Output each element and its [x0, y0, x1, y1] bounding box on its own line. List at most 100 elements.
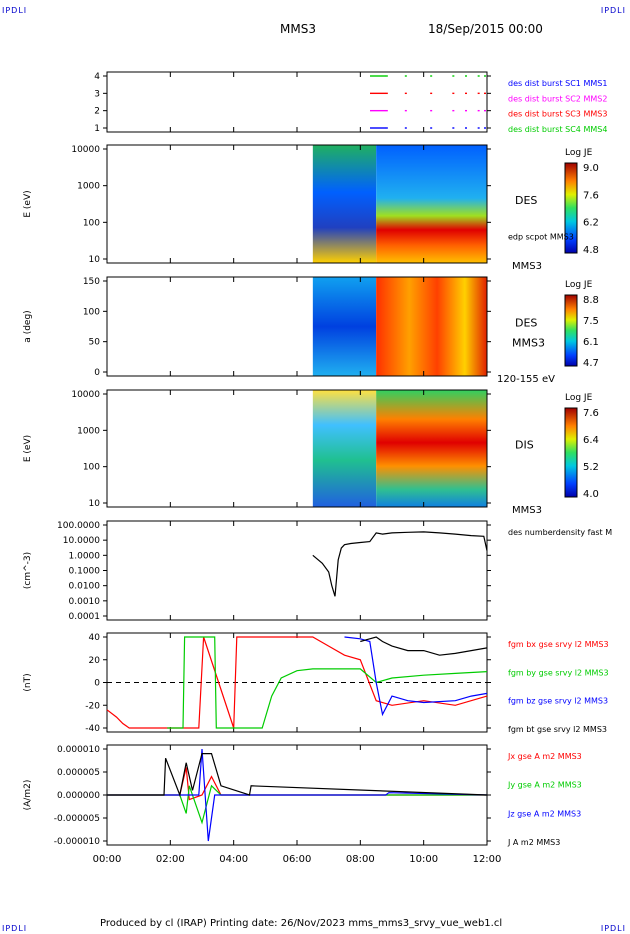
spectrogram-late-block	[376, 145, 487, 263]
burst-tick-label: 4	[94, 72, 100, 82]
burst-mark	[404, 92, 407, 95]
time-tick-label: 08:00	[346, 854, 375, 865]
burst-mark	[430, 92, 433, 95]
colorbar-tick-label: 7.6	[583, 190, 599, 201]
colorbar-tick-label: 7.5	[583, 316, 599, 327]
current-series-J	[107, 752, 488, 798]
colorbar-tick-label: 4.7	[583, 358, 599, 369]
burst-mark	[484, 127, 486, 129]
bottom-label: MMS3	[512, 505, 542, 516]
colorbar	[564, 407, 578, 498]
density-tick-label: 100.0000	[57, 521, 100, 531]
burst-mark	[404, 75, 407, 77]
spectrogram-tick-label: 10	[89, 255, 101, 265]
current-tick-label: 0.000000	[57, 791, 100, 801]
burst-mark	[477, 92, 480, 95]
spectrogram-tick-label: 10000	[71, 145, 100, 155]
burst-mark	[452, 109, 455, 112]
colorbar-tick-label: 4.8	[583, 245, 599, 256]
legend-label: Jx gse A m2 MMS3	[507, 752, 582, 761]
burst-mark	[404, 109, 407, 112]
colorbar-tick-label: 9.0	[583, 163, 599, 174]
legend-label: fgm bx gse srvy l2 MMS3	[508, 640, 609, 649]
footer-credit: Produced by cl (IRAP) Printing date: 26/…	[100, 918, 503, 929]
spectrogram-tick-label: 100	[83, 218, 100, 228]
multi-panel-plot: 4 3 2 1 des dist burst SC1 MMS1 des dist burs…	[23, 71, 612, 865]
time-tick-label: 04:00	[219, 854, 248, 865]
current-tick-label: 0.000005	[57, 768, 100, 778]
time-tick-label: 00:00	[93, 854, 122, 865]
burst-tick-label: 1	[94, 124, 100, 134]
colorbar-tick-label: 7.6	[583, 408, 599, 419]
current-tick-label: 0.000010	[57, 745, 100, 755]
spectrogram-tick-label: 150	[83, 277, 100, 287]
legend-label: fgm bz gse srvy l2 MMS3	[508, 697, 608, 706]
spectrogram-tick-label: 100	[83, 463, 100, 473]
burst-mark	[484, 109, 486, 112]
legend-label: des dist burst SC4 MMS4	[508, 125, 607, 134]
legend-label: Jy gse A m2 MMS3	[507, 781, 582, 790]
burst-mark	[477, 75, 480, 77]
colorbar-title: Log JE	[565, 393, 593, 403]
colorbar	[564, 162, 578, 254]
burst-tick-label: 2	[94, 107, 100, 117]
legend-label: des dist burst SC1 MMS1	[508, 79, 607, 88]
spectrogram-tick-label: 100	[83, 307, 100, 317]
burst-mark	[465, 92, 467, 95]
current-series-Jz	[107, 748, 488, 842]
density-tick-label: 0.0001	[69, 612, 101, 622]
spectrogram-early-block	[312, 277, 377, 376]
burst-mark	[452, 127, 455, 129]
burst-panel-frame	[106, 71, 488, 133]
spectrogram-tick-label: 0	[94, 368, 100, 378]
fgm-series-bx	[106, 636, 488, 729]
legend-label: fgm by gse srvy l2 MMS3	[508, 668, 609, 677]
corner-stamp-top-left: IPDLI	[2, 6, 28, 15]
colorbar-tick-label: 6.1	[583, 337, 599, 348]
fgm-tick-label: -40	[85, 724, 100, 734]
burst-mark	[385, 109, 388, 112]
burst-mark	[452, 75, 455, 77]
time-tick-label: 02:00	[156, 854, 185, 865]
corner-stamp-bottom-right: IPDLI	[600, 924, 626, 933]
sub-label: MMS3	[512, 336, 545, 349]
spectrogram-early-block	[312, 390, 377, 507]
legend-label: des numberdensity fast M	[508, 528, 612, 537]
fgm-tick-label: 40	[89, 633, 101, 643]
burst-mark	[452, 92, 455, 95]
time-tick-label: 10:00	[409, 854, 438, 865]
density-tick-label: 0.1000	[69, 567, 101, 577]
burst-mark	[370, 92, 386, 95]
burst-mark	[385, 92, 388, 95]
burst-mark	[370, 127, 386, 129]
spacecraft-title: MMS3	[280, 22, 316, 36]
y-axis-label: (A/m2)	[23, 780, 33, 811]
burst-mark	[430, 109, 433, 112]
density-tick-label: 0.0010	[69, 597, 101, 607]
time-tick-label: 12:00	[473, 854, 502, 865]
burst-mark	[385, 75, 388, 77]
legend-label: Jz gse A m2 MMS3	[507, 809, 581, 818]
colorbar-title: Log JE	[565, 280, 593, 290]
y-axis-label: (cm^-3)	[23, 552, 33, 589]
density-tick-label: 0.0100	[69, 582, 101, 592]
fgm-tick-label: 20	[89, 656, 101, 666]
burst-mark	[385, 127, 388, 129]
bottom-label: MMS3	[512, 261, 542, 272]
fgm-series-by	[167, 636, 488, 729]
current-tick-label: -0.000005	[54, 814, 100, 824]
density-frame	[106, 520, 488, 621]
spectrogram-tick-label: 1000	[77, 426, 100, 436]
burst-mark	[430, 127, 433, 129]
species-label: DIS	[515, 439, 534, 452]
burst-mark	[465, 127, 467, 129]
corner-stamp-top-right: IPDLI	[600, 6, 626, 15]
legend-label: fgm bt gse srvy l2 MMS3	[508, 725, 607, 734]
burst-mark	[484, 75, 486, 77]
colorbar-tick-label: 8.8	[583, 295, 599, 306]
burst-mark	[370, 109, 386, 112]
burst-mark	[465, 109, 467, 112]
fgm-tick-label: -20	[85, 701, 100, 711]
spectrogram-tick-label: 1000	[77, 182, 100, 192]
spectrogram-late-block	[376, 390, 487, 507]
